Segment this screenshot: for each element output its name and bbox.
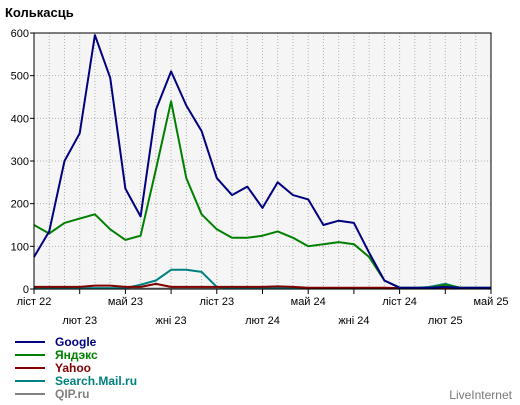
x-tick-label: жні 23 bbox=[156, 315, 187, 327]
series-line-google bbox=[33, 34, 491, 289]
y-tick-label: 600 bbox=[11, 28, 29, 40]
brand-label: LiveInternet bbox=[449, 388, 512, 402]
chart-title: Колькасць bbox=[5, 5, 74, 20]
plot-frame bbox=[33, 32, 492, 290]
y-tick-label: 100 bbox=[11, 241, 29, 253]
x-tick-label: май 24 bbox=[291, 296, 326, 308]
x-tick-label: лют 24 bbox=[245, 315, 280, 327]
axes: 0 100 200 300 400 500 600 ліст 22 май 23 ліст 23 м… bbox=[11, 28, 509, 327]
legend-label: QIP.ru bbox=[55, 387, 89, 401]
legend-label: Google bbox=[55, 335, 97, 349]
x-tick-label: ліст 23 bbox=[199, 296, 234, 308]
x-tick-label: жні 24 bbox=[338, 315, 369, 327]
y-tick-label: 0 bbox=[23, 284, 29, 296]
x-tick-label: ліст 24 bbox=[382, 296, 417, 308]
legend-label: Yahoo bbox=[55, 361, 91, 375]
y-tick-label: 200 bbox=[11, 199, 29, 211]
y-tick-label: 500 bbox=[11, 71, 29, 83]
legend-label: Search.Mail.ru bbox=[55, 374, 137, 388]
x-tick-label: лют 23 bbox=[62, 315, 97, 327]
x-tick-label: ліст 22 bbox=[17, 296, 52, 308]
x-tick-label: лют 25 bbox=[428, 315, 463, 327]
y-tick-label: 300 bbox=[11, 156, 29, 168]
x-tick-label: май 23 bbox=[108, 296, 143, 308]
x-tick-label: май 25 bbox=[473, 296, 508, 308]
y-tick-label: 400 bbox=[11, 113, 29, 125]
legend-label: Яндэкс bbox=[55, 348, 98, 362]
grid bbox=[33, 32, 492, 290]
